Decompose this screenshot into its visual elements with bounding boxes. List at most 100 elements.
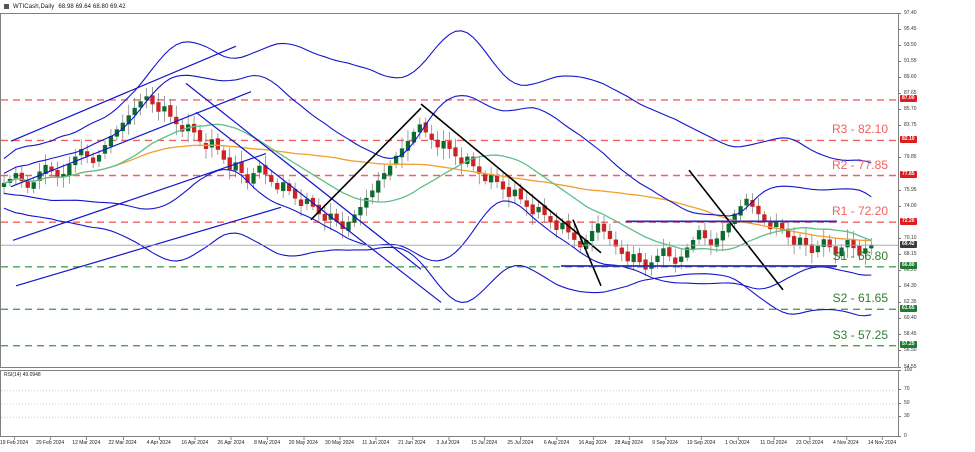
candle-body xyxy=(156,102,161,112)
candle-body xyxy=(126,115,131,125)
ohlc-values: 68.98 69.64 68.80 69.42 xyxy=(58,3,126,10)
candle-body xyxy=(673,257,678,264)
date-axis-label: 3 Jul 2024 xyxy=(436,437,460,446)
rsi-indicator-pane[interactable] xyxy=(0,370,898,437)
candle-body xyxy=(578,241,583,248)
pivot-label-s1: S1 - 66.80 xyxy=(832,248,888,263)
candle-body xyxy=(269,175,274,183)
candle-body xyxy=(209,139,215,148)
price-axis-badge: 72.20 xyxy=(900,217,917,225)
candle-body xyxy=(643,259,648,270)
axis-corner xyxy=(898,437,975,452)
price-axis-tick: 87.65 xyxy=(899,90,975,97)
date-axis[interactable]: 19 Feb 2024 29 Feb 2024 12 Mar 2024 22 Mar … xyxy=(0,437,898,452)
candle-body xyxy=(613,239,619,247)
candle-body xyxy=(714,238,719,247)
chart-header: WTICash,Daily 68.98 69.64 68.80 69.42 xyxy=(0,0,898,13)
price-plot-canvas xyxy=(1,30,898,347)
candle-body xyxy=(370,190,375,198)
pivot-label-r3: R3 - 82.10 xyxy=(831,122,888,137)
moving-average-fast xyxy=(3,123,872,251)
candle-body xyxy=(227,157,232,170)
price-axis-tick: 70.10 xyxy=(899,235,975,242)
bollinger-lower-band xyxy=(3,168,872,290)
rsi-axis-tick: 0 xyxy=(899,433,975,440)
price-axis-badge: 57.25 xyxy=(900,341,917,349)
rsi-axis-tick: 50 xyxy=(899,400,975,407)
candle-body xyxy=(150,95,155,105)
candle-body xyxy=(25,180,30,188)
date-axis-label: 15 Jul 2024 xyxy=(471,437,498,446)
price-axis-tick: 56.50 xyxy=(899,347,975,354)
date-axis-label: 25 Jul 2024 xyxy=(507,437,534,446)
candle-body xyxy=(168,105,173,117)
price-axis-tick: 54.55 xyxy=(899,364,975,371)
candle-body xyxy=(625,251,630,262)
candle-body xyxy=(191,123,197,133)
symbol-label: WTICash,Daily xyxy=(13,3,55,10)
price-axis-tick: 64.30 xyxy=(899,283,975,290)
trendline xyxy=(420,103,602,254)
candle-body xyxy=(67,164,72,177)
candle-body xyxy=(797,237,803,246)
candle-body xyxy=(180,125,185,132)
price-axis-tick: 74.00 xyxy=(899,203,975,210)
candle-body xyxy=(138,101,143,108)
trend-channel-line xyxy=(10,45,237,142)
bollinger-upper-band xyxy=(3,74,872,217)
candle-body xyxy=(661,248,666,256)
candle-body xyxy=(696,230,702,240)
candle-body xyxy=(471,156,476,167)
bollinger-outer-upper xyxy=(3,30,872,164)
trend-channel-line xyxy=(195,111,442,303)
rsi-axis-tick: 100 xyxy=(899,367,975,374)
moving-average-slow xyxy=(3,144,872,242)
candle-body xyxy=(702,230,708,239)
candle-body xyxy=(43,164,48,174)
candle-body xyxy=(429,133,434,140)
candle-body xyxy=(506,187,512,197)
trend-channel-line xyxy=(12,153,267,241)
price-axis-tick: 91.55 xyxy=(899,58,975,65)
date-axis-label: 19 Feb 2024 xyxy=(0,437,29,446)
candle-body xyxy=(364,197,369,208)
trendline xyxy=(688,169,784,291)
candle-body xyxy=(708,239,714,246)
candle-body xyxy=(31,182,36,189)
candle-body xyxy=(512,189,518,197)
candle-body xyxy=(441,140,446,149)
date-axis-label: 16 Aug 2024 xyxy=(578,437,607,446)
candle-body xyxy=(358,207,363,216)
rsi-axis-tick: 70 xyxy=(899,386,975,393)
date-axis-label: 1 Oct 2024 xyxy=(725,437,750,446)
candle-body xyxy=(322,214,327,221)
candle-body xyxy=(417,124,422,133)
candle-body xyxy=(90,157,96,164)
candle-body xyxy=(233,162,238,171)
candle-body xyxy=(690,240,696,250)
candle-body xyxy=(560,222,565,230)
candle-body xyxy=(857,245,862,256)
pivot-label-s3: S3 - 57.25 xyxy=(832,327,888,342)
price-axis-tick: 85.70 xyxy=(899,106,975,113)
candle-body xyxy=(108,135,114,147)
candle-body xyxy=(477,166,482,174)
candle-body xyxy=(744,198,749,206)
price-axis-tick: 97.40 xyxy=(899,10,975,17)
price-axis[interactable]: 97.40 95.45 93.50 91.55 89.60 87.65 85.70 83.75… xyxy=(898,10,975,371)
date-axis-label: 11 Oct 2024 xyxy=(760,437,787,446)
candle-body xyxy=(132,107,137,115)
price-axis-tick: 83.75 xyxy=(899,122,975,129)
price-axis-badge: 66.80 xyxy=(900,262,917,270)
candle-body xyxy=(239,161,244,173)
price-axis-badge: 77.85 xyxy=(900,171,917,178)
square-marker-icon xyxy=(4,4,9,9)
price-chart-pane[interactable] xyxy=(0,13,898,368)
date-axis-label: 22 Mar 2024 xyxy=(108,437,137,446)
candle-body xyxy=(685,247,690,258)
trend-channel-line xyxy=(10,91,252,188)
rsi-axis: 100 70 50 30 0 xyxy=(898,367,975,440)
candle-body xyxy=(548,216,553,223)
candle-body xyxy=(619,247,624,254)
